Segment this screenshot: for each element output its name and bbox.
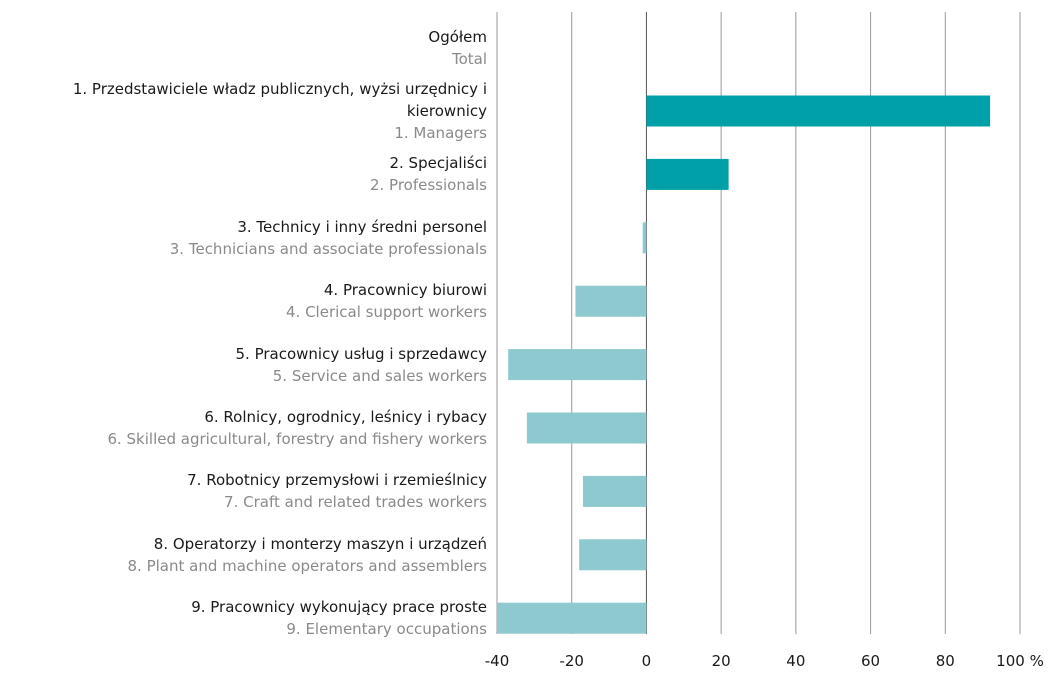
category-label-en: 9. Elementary occupations [286, 620, 487, 639]
category-label-pl: Ogółem [428, 27, 487, 46]
category-label: 9. Pracownicy wykonujący prace proste 9. … [6, 596, 487, 640]
category-label-pl: 2. Specjaliści [389, 154, 487, 173]
x-tick-label: 40 [786, 652, 806, 670]
bar [497, 602, 647, 634]
category-label-pl: 9. Pracownicy wykonujący prace proste [191, 598, 487, 617]
category-label-en: 7. Craft and related trades workers [224, 493, 487, 512]
category-label-pl: 6. Rolnicy, ogrodnicy, leśnicy i rybacy [204, 408, 487, 426]
bar [646, 95, 991, 127]
category-label: 1. Przedstawiciele władz publicznych, wy… [6, 78, 487, 144]
category-label-pl: 3. Technicy i inny średni personel [237, 217, 487, 236]
category-label: 3. Technicy i inny średni personel 3. Tec… [6, 216, 487, 260]
category-label-en: 4. Clerical support workers [286, 303, 487, 322]
bar [508, 349, 647, 381]
category-label-en: 3. Technicians and associate professiona… [169, 239, 487, 258]
category-label-pl: 1. Przedstawiciele władz publicznych, wy… [72, 80, 487, 120]
category-label-pl: 7. Robotnicy przemysłowi i rzemieślnicy [187, 471, 487, 490]
bar [579, 539, 647, 571]
x-tick-label: 60 [861, 652, 881, 670]
category-label-en: 2. Professionals [369, 176, 487, 195]
category-label-en: Total [451, 49, 487, 68]
category-label-pl: 8. Operatorzy i monterzy maszyn i urządz… [153, 534, 487, 553]
x-tick-label: -20 [559, 652, 584, 670]
category-label-en: 6. Skilled agricultural, forestry and fi… [107, 430, 487, 448]
category-label: 4. Pracownicy biurowi 4. Clerical support… [6, 279, 487, 323]
category-label-en: 8. Plant and machine operators and assem… [127, 556, 487, 575]
category-label: 2. Specjaliści 2. Professionals [6, 152, 487, 196]
category-label: 5. Pracownicy usług i sprzedawcy 5. Servi… [6, 343, 487, 387]
bar [575, 285, 647, 317]
bar [642, 222, 647, 254]
bar [646, 158, 729, 190]
category-label: 8. Operatorzy i monterzy maszyn i urządz… [6, 533, 487, 577]
bar [582, 475, 647, 507]
x-tick-label: 80 [935, 652, 955, 670]
category-label-pl: 5. Pracownicy usług i sprzedawcy [235, 344, 487, 363]
category-label: 7. Robotnicy przemysłowi i rzemieślnicy 7… [6, 469, 487, 513]
x-tick-label: 0 [641, 652, 652, 670]
bar [526, 412, 647, 444]
x-tick-label: 100 % [996, 652, 1044, 670]
category-label-en: 1. Managers [394, 124, 487, 142]
category-label: 6. Rolnicy, ogrodnicy, leśnicy i rybacy 6… [6, 406, 487, 450]
category-label-en: 5. Service and sales workers [272, 366, 487, 385]
category-label: Ogółem Total [6, 26, 487, 70]
x-tick-label: 20 [711, 652, 731, 670]
x-tick-label: -40 [484, 652, 510, 670]
category-label-pl: 4. Pracownicy biurowi [323, 281, 487, 300]
